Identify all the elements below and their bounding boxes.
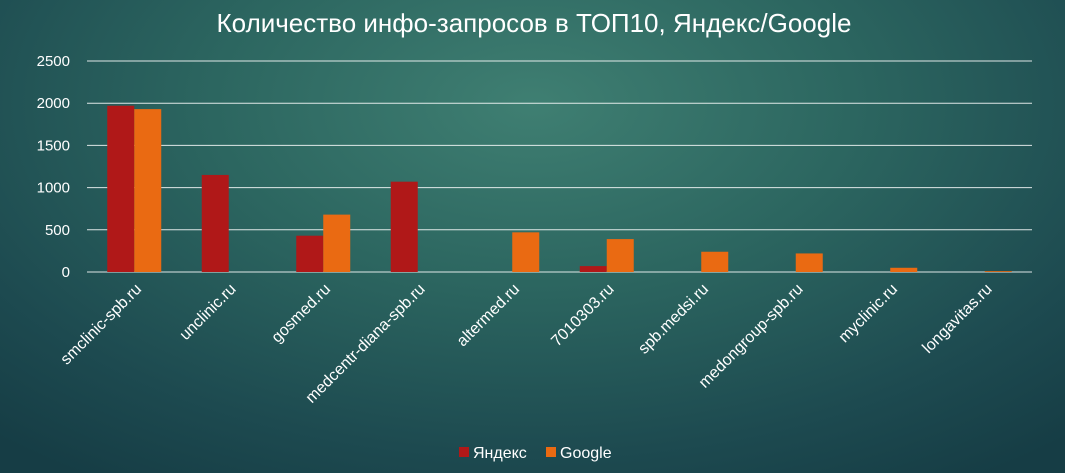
legend: Яндекс Google bbox=[459, 445, 612, 462]
x-tick-label: spb.medsi.ru bbox=[635, 281, 712, 358]
x-tick-label: longavitas.ru bbox=[919, 281, 995, 357]
legend-label-yandex: Яндекс bbox=[473, 445, 527, 462]
y-tick-label: 500 bbox=[45, 222, 70, 239]
legend-label-google: Google bbox=[560, 445, 612, 462]
x-tick-label: medongroup-spb.ru bbox=[696, 281, 807, 392]
x-tick-label: unclinic.ru bbox=[177, 281, 240, 344]
bar-yandex-gosmed.ru bbox=[296, 235, 324, 272]
x-tick-label: gosmed.ru bbox=[269, 281, 334, 346]
y-axis-ticks: 0 500 1000 1500 2000 2500 bbox=[37, 53, 70, 281]
bar-google-medongroup-spb.ru bbox=[795, 253, 823, 272]
x-tick-label: smclinic-spb.ru bbox=[58, 281, 145, 368]
y-tick-label: 0 bbox=[62, 264, 70, 281]
legend-swatch-google bbox=[546, 447, 556, 457]
bar-google-longavitas.ru bbox=[984, 271, 1012, 272]
bar-yandex-smclinic-spb.ru bbox=[107, 105, 135, 273]
bar-google-spb.medsi.ru bbox=[701, 251, 729, 272]
bar-google-altermed.ru bbox=[512, 232, 540, 272]
bar-google-smclinic-spb.ru bbox=[134, 109, 162, 272]
bar-yandex-medcentr-diana-spb.ru bbox=[390, 181, 418, 272]
x-axis-ticks: smclinic-spb.ru unclinic.ru gosmed.rumedce… bbox=[58, 281, 996, 407]
bar-yandex-7010303.ru bbox=[579, 266, 607, 272]
bar-google-7010303.ru bbox=[606, 239, 634, 272]
y-tick-label: 2500 bbox=[37, 53, 70, 70]
x-tick-label: 7010303.ru bbox=[548, 281, 617, 350]
bar-google-gosmed.ru bbox=[323, 214, 351, 272]
y-tick-label: 1500 bbox=[37, 137, 70, 154]
x-tick-label: myclinic.ru bbox=[836, 281, 901, 346]
legend-swatch-yandex bbox=[459, 447, 469, 457]
gridlines bbox=[87, 60, 1032, 273]
bars bbox=[107, 105, 1012, 273]
x-tick-label: altermed.ru bbox=[454, 281, 523, 350]
y-tick-label: 2000 bbox=[37, 95, 70, 112]
bar-google-myclinic.ru bbox=[890, 267, 918, 272]
chart-title: Количество инфо-запросов в ТОП10, Яндекс… bbox=[217, 8, 852, 38]
bar-yandex-unclinic.ru bbox=[201, 174, 229, 272]
y-tick-label: 1000 bbox=[37, 180, 70, 197]
